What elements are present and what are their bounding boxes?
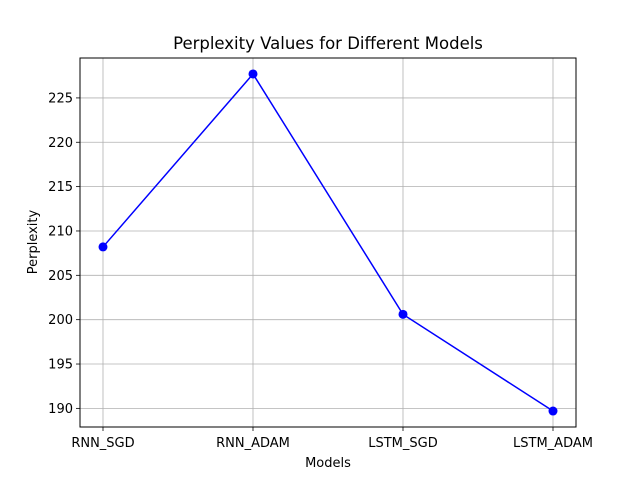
y-tick-label: 220 bbox=[48, 136, 73, 151]
y-tick-label: 215 bbox=[48, 180, 73, 195]
data-point-marker bbox=[98, 242, 108, 252]
x-tick-label: LSTM_ADAM bbox=[513, 436, 593, 451]
y-tick-label: 200 bbox=[48, 313, 73, 328]
y-axis-title: Perplexity bbox=[26, 209, 41, 274]
data-point-marker bbox=[398, 309, 408, 319]
x-axis-title: Models bbox=[305, 456, 351, 471]
data-point-marker bbox=[548, 406, 558, 416]
plot-frame bbox=[79, 57, 577, 428]
y-tick-label: 210 bbox=[48, 224, 73, 239]
data-point-marker bbox=[248, 69, 258, 79]
plot-area bbox=[80, 58, 576, 427]
series-line bbox=[98, 69, 558, 416]
y-tick-label: 225 bbox=[48, 91, 73, 106]
x-tick-label: RNN_ADAM bbox=[216, 436, 290, 451]
y-tick-label: 195 bbox=[48, 358, 73, 373]
x-axis: RNN_SGD RNN_ADAM LSTM_SGD LSTM_ADAM bbox=[71, 427, 593, 451]
x-tick-label: RNN_SGD bbox=[71, 436, 134, 451]
x-tick-label: LSTM_SGD bbox=[368, 436, 438, 451]
series-polyline bbox=[102, 72, 554, 412]
grid-lines bbox=[80, 58, 576, 427]
y-tick-label: 205 bbox=[48, 269, 73, 284]
y-axis: 190 195 200 205 210 215 220 225 bbox=[48, 91, 80, 417]
chart-title: Perplexity Values for Different Models bbox=[173, 34, 483, 53]
y-tick-label: 190 bbox=[48, 402, 73, 417]
